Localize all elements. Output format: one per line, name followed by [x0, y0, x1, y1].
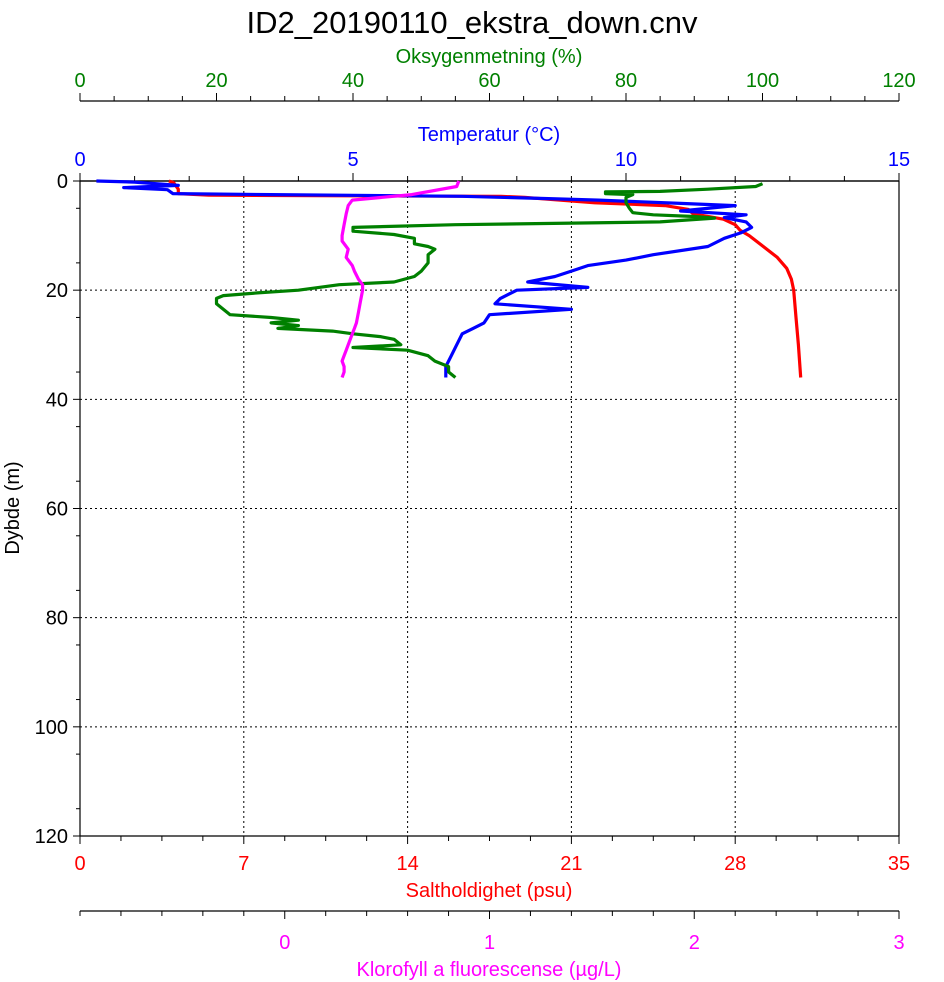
temperature-tick-label: 0 [74, 149, 85, 171]
series-layer [96, 179, 803, 379]
oxygen-profile-line [214, 182, 764, 379]
chlorophyll-tick-label: 2 [689, 932, 700, 954]
salinity-axis-label: Saltholdighet (psu) [406, 880, 573, 902]
depth-tick-label: 60 [46, 499, 68, 521]
salinity-tick-label: 28 [724, 853, 746, 875]
oxygen-tick-label: 120 [882, 70, 915, 92]
temperature-axis-label: Temperatur (°C) [418, 124, 560, 146]
chart-title: ID2_20190110_ekstra_down.cnv [247, 5, 698, 40]
depth-tick-label: 0 [57, 171, 68, 193]
oxygen-axis-label: Oksygenmetning (%) [396, 46, 583, 68]
chlorophyll-profile-line [340, 180, 461, 379]
depth-tick-label: 80 [46, 608, 68, 630]
depth-tick-label: 120 [35, 826, 68, 848]
chlorophyll-tick-label: 1 [484, 932, 495, 954]
oxygen-tick-label: 0 [74, 70, 85, 92]
chlorophyll-tick-label: 0 [279, 932, 290, 954]
chlorophyll-axis-label: Klorofyll a fluorescense (µg/L) [357, 959, 622, 981]
salinity-tick-label: 14 [396, 853, 418, 875]
grid-layer [80, 181, 899, 836]
temperature-profile-line [96, 179, 754, 378]
oxygen-tick-label: 100 [746, 70, 779, 92]
oxygen-tick-label: 80 [615, 70, 637, 92]
oxygen-tick-label: 60 [478, 70, 500, 92]
temperature-tick-label: 15 [888, 149, 910, 171]
salinity-tick-label: 0 [74, 853, 85, 875]
text-layer: ID2_20190110_ekstra_down.cnv Oksygenmetn… [2, 5, 698, 981]
oxygen-tick-label: 20 [205, 70, 227, 92]
salinity-tick-label: 35 [888, 853, 910, 875]
temperature-tick-label: 10 [615, 149, 637, 171]
salinity-tick-label: 21 [560, 853, 582, 875]
depth-tick-label: 40 [46, 389, 68, 411]
depth-tick-label: 100 [35, 717, 68, 739]
oxygen-tick-label: 40 [342, 70, 364, 92]
depth-axis-label: Dybde (m) [2, 461, 24, 554]
chlorophyll-tick-label: 3 [893, 932, 904, 954]
temperature-tick-label: 5 [347, 149, 358, 171]
salinity-tick-label: 7 [238, 853, 249, 875]
depth-tick-label: 20 [46, 280, 68, 302]
